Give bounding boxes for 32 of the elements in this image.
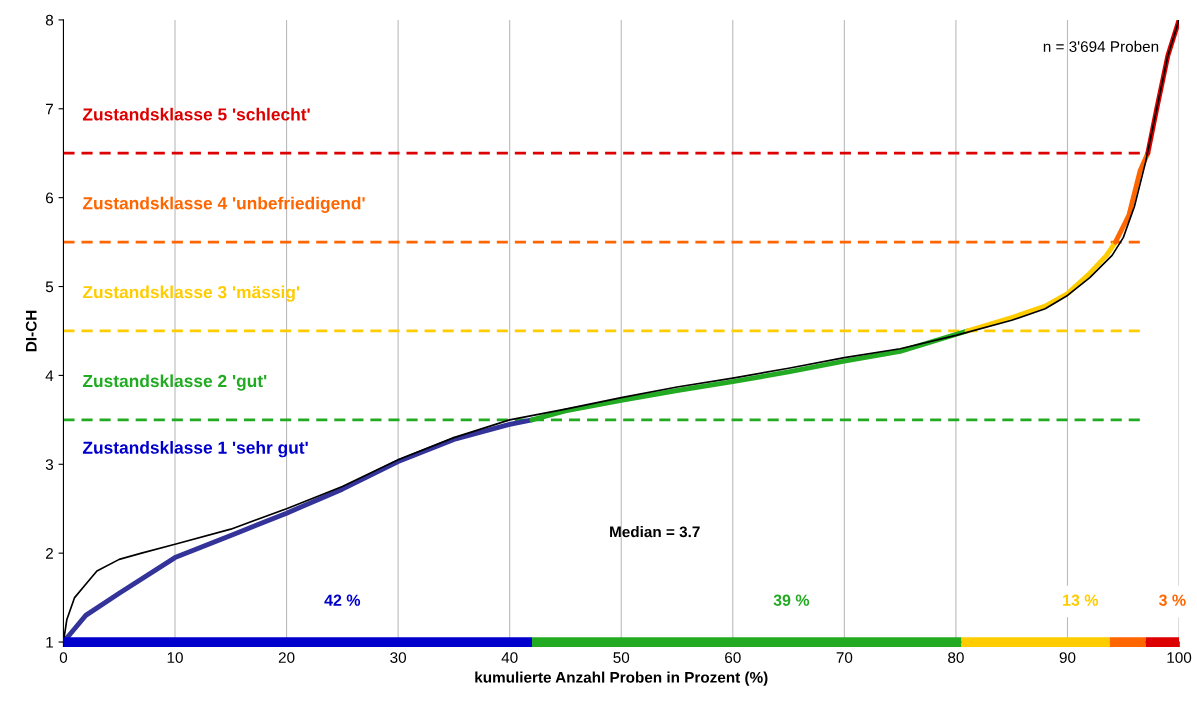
y-tick-label: 1 — [46, 637, 53, 648]
ref-line-label: Zustandsklasse 5 'schlecht' — [82, 107, 310, 121]
x-tick-label: 30 — [390, 652, 407, 663]
x-axis-title: kumulierte Anzahl Proben in Prozent (%) — [475, 671, 768, 686]
y-tick-label: 2 — [45, 548, 53, 559]
y-tick-label: 3 — [45, 459, 54, 470]
x-tick-label: 60 — [725, 652, 741, 663]
x-tick-label: 90 — [1059, 652, 1076, 663]
y-axis-title: DI-CH — [25, 310, 37, 352]
x-tick-label: 10 — [167, 652, 183, 663]
x-tick-label: 0 — [59, 652, 68, 663]
ref-line-label: Zustandsklasse 2 'gut' — [82, 374, 267, 391]
annotation: 42 % — [324, 594, 361, 606]
y-tick-label: 4 — [45, 370, 54, 381]
ref-line-label: Zustandsklasse 4 'unbefriedigend' — [82, 196, 365, 213]
x-tick-label: 40 — [501, 652, 518, 663]
y-tick-label: 7 — [46, 103, 53, 115]
x-tick-label: 100 — [1167, 652, 1192, 663]
annotation: Zustandsklasse 1 'sehr gut' — [82, 441, 308, 458]
x-tick-label: 20 — [278, 652, 295, 663]
y-tick-label: 6 — [46, 192, 54, 204]
x-tick-label: 80 — [948, 652, 964, 663]
x-tick-label: 50 — [613, 652, 630, 663]
annotation: 39 % — [773, 594, 810, 606]
x-tick-label: 70 — [836, 652, 853, 663]
y-tick-label: 8 — [45, 14, 54, 26]
y-tick-label: 5 — [45, 281, 54, 293]
ref-line-label: Zustandsklasse 3 'mässig' — [82, 285, 300, 302]
annotation: 3 % — [1158, 594, 1186, 606]
annotation: 13 % — [1063, 594, 1099, 606]
annotation: n = 3'694 Proben — [1043, 40, 1159, 52]
annotation: Median = 3.7 — [610, 526, 700, 538]
